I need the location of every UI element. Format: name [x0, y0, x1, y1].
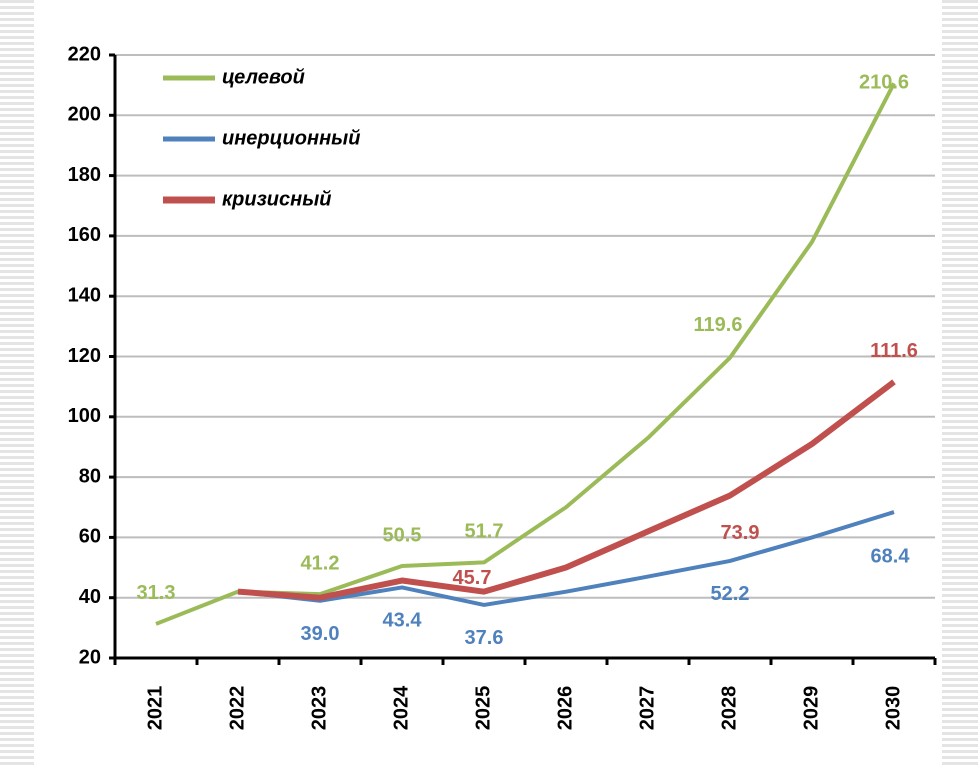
data-label: 51.7 — [465, 521, 504, 543]
x-tick-label: 2022 — [226, 686, 248, 731]
data-label: 68.4 — [871, 545, 911, 567]
x-tick-label: 2029 — [800, 686, 822, 731]
data-label: 119.6 — [694, 314, 743, 336]
data-label: 73.9 — [721, 522, 760, 544]
y-tick-label: 20 — [79, 646, 101, 668]
series-line — [237, 510, 895, 607]
y-tick-label: 220 — [68, 43, 101, 65]
y-tick-label: 160 — [68, 224, 101, 246]
x-tick-label: 2026 — [554, 686, 576, 731]
x-tick-label: 2025 — [472, 686, 494, 731]
legend-label: кризисный — [222, 188, 332, 210]
y-tick-label: 60 — [79, 526, 101, 548]
decor — [0, 0, 34, 768]
y-tick-label: 180 — [68, 164, 101, 186]
data-label: 43.4 — [383, 610, 423, 632]
y-tick-label: 120 — [68, 345, 101, 367]
data-label: 39.0 — [301, 623, 340, 645]
x-tick-label: 2028 — [718, 686, 740, 731]
data-label: 50.5 — [383, 524, 422, 546]
x-tick-label: 2024 — [390, 685, 412, 730]
y-tick-label: 40 — [79, 586, 101, 608]
data-label: 52.2 — [711, 583, 750, 605]
legend-label: инерционный — [222, 127, 360, 149]
legend-label: целевой — [222, 66, 305, 88]
x-tick-label: 2027 — [636, 686, 658, 731]
data-label: 45.7 — [453, 567, 492, 589]
y-tick-label: 200 — [68, 104, 101, 126]
x-tick-label: 2030 — [882, 686, 904, 731]
decor — [942, 0, 978, 768]
data-label: 111.6 — [870, 340, 918, 362]
y-tick-label: 80 — [79, 465, 101, 487]
data-label: 41.2 — [301, 552, 340, 574]
series-line — [237, 379, 896, 601]
data-label: 210.6 — [859, 72, 909, 94]
y-tick-label: 100 — [68, 405, 101, 427]
data-label: 37.6 — [465, 627, 504, 649]
y-tick-label: 140 — [68, 284, 101, 306]
data-label: 31.3 — [137, 582, 176, 604]
x-tick-label: 2021 — [144, 686, 166, 731]
x-tick-label: 2023 — [308, 686, 330, 731]
series-line — [155, 82, 896, 626]
